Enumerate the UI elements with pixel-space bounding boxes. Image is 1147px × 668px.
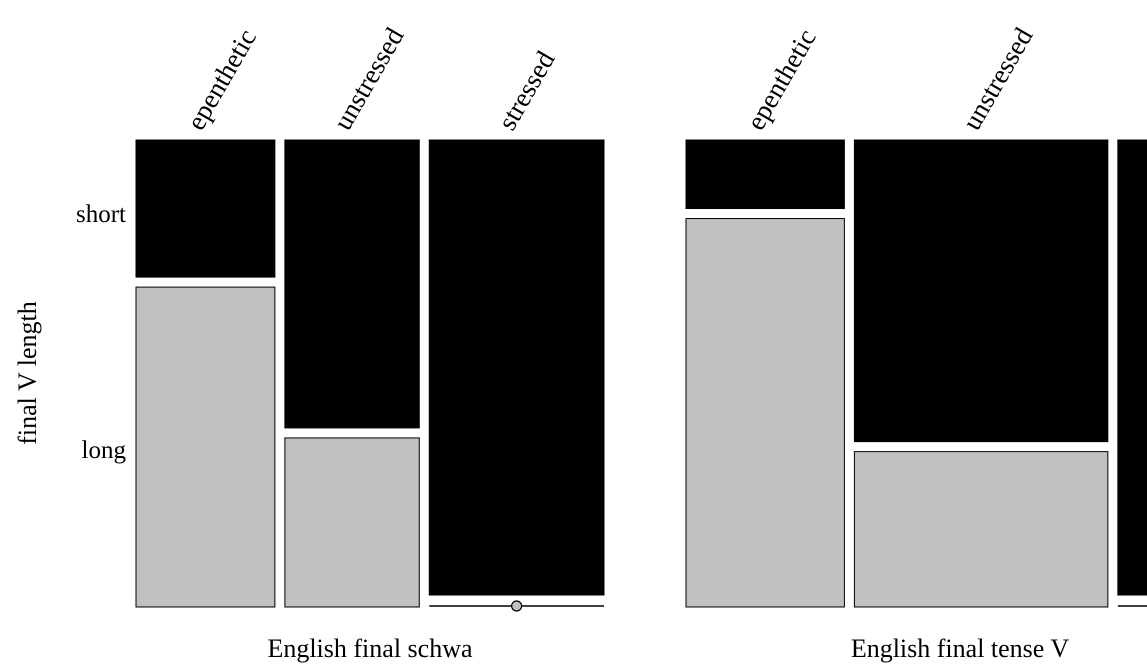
tile-long-epenthetic [685,218,845,608]
row-label-long: long [82,437,127,464]
tile-short-stressed [428,139,605,596]
mosaic-panel-schwa: epenthetic unstressed stressed English fina… [13,22,605,663]
mosaic-column-epenthetic [685,139,845,608]
tile-short-unstressed [284,139,420,429]
tile-short-epenthetic [685,139,845,210]
x-axis-title: English final schwa [267,634,473,663]
category-label-unstressed: unstressed [956,22,1038,135]
tile-long-unstressed [284,437,420,608]
mosaic-column-unstressed [284,139,420,608]
row-label-short: short [76,201,126,228]
category-label-epenthetic: epenthetic [181,24,262,135]
x-axis-title: English final tense V [851,634,1070,663]
mosaic-column-stressed [428,139,605,612]
mosaic-column-stressed [1117,139,1147,607]
mosaic-column-unstressed [853,139,1109,608]
empty-cell-marker-stressed [511,600,523,612]
category-label-epenthetic: epenthetic [740,24,821,135]
tile-short-stressed [1117,139,1147,596]
tile-short-epenthetic [135,139,276,278]
y-axis-title: final V length [13,301,42,444]
tile-long-epenthetic [135,286,276,608]
tile-long-unstressed [853,451,1109,608]
category-label-stressed: stressed [492,46,561,135]
category-label-unstressed: unstressed [327,22,409,135]
mosaic-column-epenthetic [135,139,276,608]
tile-short-unstressed [853,139,1109,443]
